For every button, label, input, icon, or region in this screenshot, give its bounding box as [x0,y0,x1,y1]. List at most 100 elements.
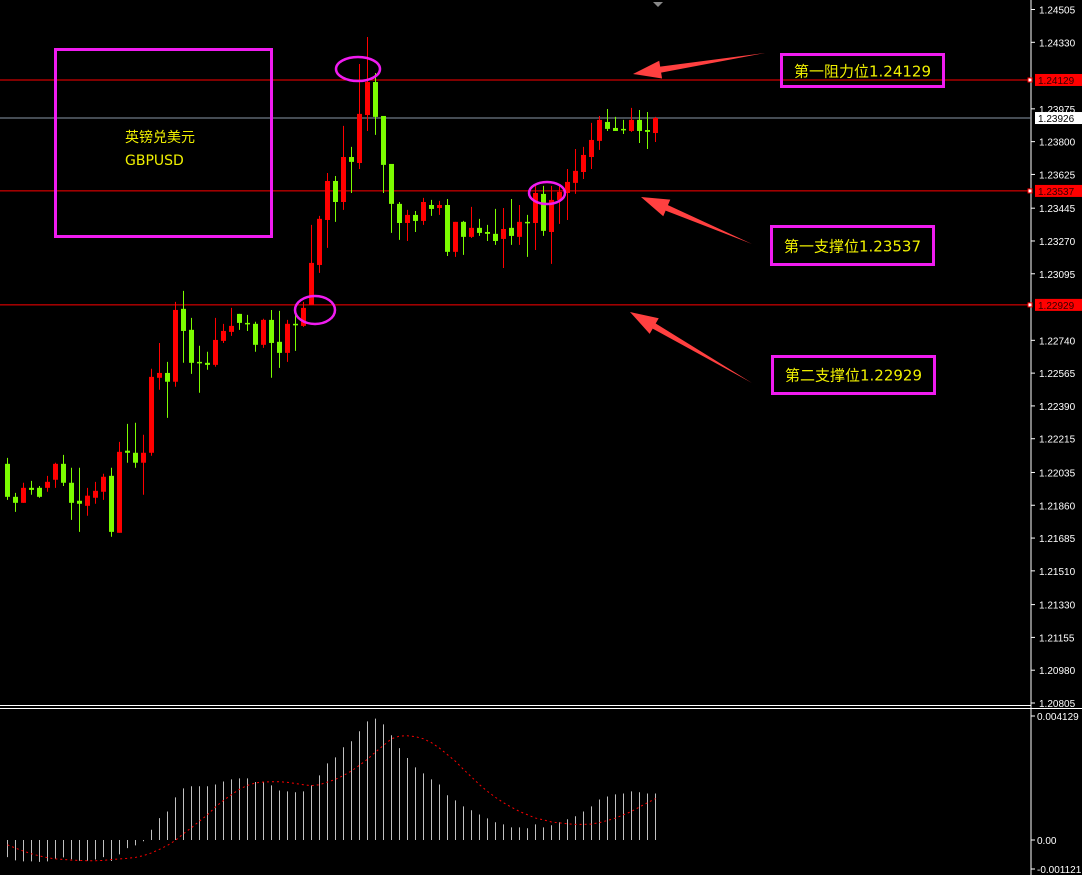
candle [221,323,226,343]
price-tick-label: 1.22390 [1039,402,1076,413]
candle-body [269,319,274,343]
price-label: 1.22929 [1038,301,1075,312]
candle [125,423,130,463]
price-tick-label: 1.21330 [1039,601,1076,612]
candle [261,318,266,348]
candle [429,199,434,216]
highlight-ellipse [293,294,337,326]
price-tick-label: 1.22740 [1039,336,1076,347]
candle-body [29,487,34,490]
candle-body [589,139,594,158]
candle-body [373,82,378,117]
candle [349,146,354,193]
price-tick-label: 1.23975 [1039,105,1076,116]
candle [269,309,274,378]
candle-body [517,221,522,237]
price-tick-label: 1.21860 [1039,501,1076,512]
candle-body [397,203,402,223]
candle [613,116,618,131]
candle-body [477,227,482,233]
candle-body [125,450,130,453]
price-label-bg [1035,112,1082,125]
candle-body [213,339,218,365]
candle-body [221,330,226,341]
candle-body [613,127,618,131]
candle-body [77,500,82,504]
candle-body [565,181,570,193]
candle-body [333,181,338,202]
candle [597,115,602,150]
candle-body [181,308,186,331]
candle [525,214,530,257]
candle-body [229,325,234,332]
candle-body [93,490,98,498]
candle [437,200,442,215]
candle [485,224,490,241]
candle [605,109,610,131]
arrow-icon [641,197,752,244]
symbol-name-cn: 英镑兑美元 [125,130,195,146]
price-tick-label: 1.24505 [1039,6,1076,17]
level-anchor-icon [1027,188,1033,194]
candle [421,197,426,225]
candle [445,198,450,256]
price-tick-label: 1.23270 [1039,237,1076,248]
candle [509,198,514,245]
candle [245,314,250,331]
candle [93,481,98,504]
candle-body [493,233,498,241]
candle [533,184,538,250]
candle-body [101,476,106,492]
candle-body [461,221,466,237]
price-tick-label: 1.23800 [1039,138,1076,149]
candle-body [381,115,386,165]
price-tick-label: 1.21155 [1039,633,1075,644]
candle [389,163,394,233]
candle-body [109,475,114,532]
candle-body [421,201,426,221]
price-tick-label: 1.22565 [1039,369,1076,380]
candle-body [261,319,266,345]
symbol-title-box: 英镑兑美元 GBPUSD [54,48,273,238]
candle [149,368,154,456]
candle [293,311,298,351]
candle [317,215,322,273]
candle [13,492,18,512]
candle-body [429,204,434,209]
highlight-ellipse [334,55,382,83]
candle [381,115,386,193]
candle-body [309,262,314,305]
candle-body [549,199,554,232]
candle-body [413,214,418,221]
candle-body [645,130,650,132]
candle [157,342,162,390]
candle [325,172,330,248]
candle [229,307,234,336]
candle [333,175,338,222]
candle [285,319,290,362]
candle-body [85,495,90,506]
candle-body [453,221,458,252]
candle-body [5,463,10,497]
candle-body [141,452,146,463]
support-1-label: 第一支撑位1.23537 [783,237,922,255]
price-tick-label: 1.22035 [1039,468,1076,479]
candle [181,290,186,363]
candle [117,441,122,533]
chart-shift-marker-icon [653,2,663,7]
candle [589,122,594,170]
candle-body [317,218,322,265]
candle [69,467,74,520]
candle [341,125,346,210]
candle-body [341,157,346,202]
candle-body [365,82,370,116]
candle-body [53,463,58,480]
support-2-label-box: 第二支撑位1.22929 [771,355,936,395]
candle [581,146,586,179]
macd-signal-line [7,735,656,862]
price-label-bg [1035,73,1082,86]
candle [309,224,314,305]
candle [141,434,146,495]
candle [405,209,410,241]
